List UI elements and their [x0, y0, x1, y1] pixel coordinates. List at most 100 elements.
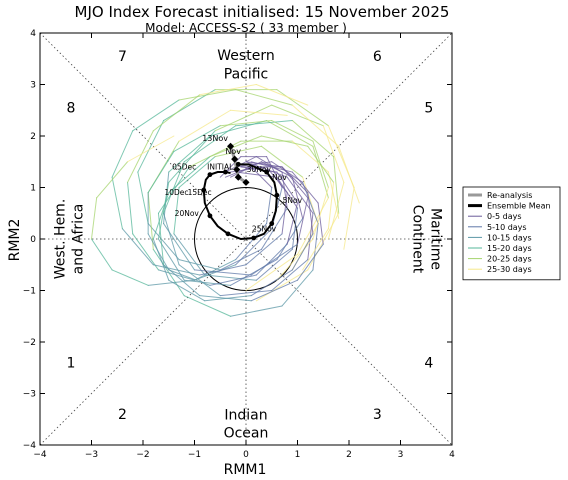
member-track-segment [343, 187, 355, 250]
member-track-segment [271, 104, 324, 127]
member-track-segment [250, 279, 298, 302]
member-track-segment [312, 187, 329, 240]
member-track-segment [91, 197, 98, 240]
x-tick-label: 1 [295, 450, 301, 460]
member-track-segment [291, 176, 304, 219]
member-track-segment [137, 171, 149, 225]
member-track-segment [178, 109, 232, 142]
x-tick-label: 0 [243, 450, 249, 460]
member-track-segment [281, 166, 309, 194]
member-track-segment [291, 207, 298, 250]
region-label-right: Maritime [427, 208, 443, 270]
member-track-segment [194, 259, 237, 281]
member-track-segment [147, 150, 175, 194]
region-label-bottom: Indian [224, 407, 267, 423]
member-track-segment [183, 279, 232, 286]
member-track-segment [291, 104, 340, 147]
member-track-segment [173, 187, 180, 235]
member-track-segment [157, 238, 185, 281]
member-track-segment [338, 145, 360, 204]
member-track-segment [209, 135, 262, 158]
member-track-segment [111, 269, 149, 286]
legend-entry-label: 20-25 days [487, 255, 532, 264]
member-track-segment [312, 145, 329, 199]
x-tick-label: −3 [85, 450, 98, 460]
ensemble-mean-marker [264, 169, 269, 175]
member-track-segment [260, 145, 304, 178]
member-track-segment [333, 156, 340, 214]
legend-box [462, 186, 561, 281]
ensemble-mean-marker [201, 187, 207, 193]
member-track-segment [255, 269, 309, 302]
member-track-segment [230, 109, 288, 116]
member-track-segment [132, 233, 159, 271]
ensemble-mean-date-label: 5Nov [283, 196, 303, 205]
member-track-segment [276, 238, 314, 281]
ensemble-mean-date-label: 20Nov [175, 209, 200, 218]
member-track-segment [297, 197, 309, 245]
ensemble-mean-date-label: 05Dec [172, 162, 196, 171]
member-track-segment [286, 202, 298, 245]
member-track-segment [266, 120, 314, 147]
y-tick-label: 0 [30, 235, 36, 245]
member-track-segment [302, 228, 329, 271]
member-track-segment [245, 233, 283, 266]
member-track-segment [286, 176, 314, 214]
x-tick-label: 4 [449, 450, 455, 460]
x-axis-label: RMM1 [224, 462, 267, 478]
phase-label: 5 [424, 101, 433, 117]
region-label-top: Western [217, 48, 274, 64]
member-track-segment [178, 264, 221, 297]
member-track-segment [137, 120, 165, 173]
member-track-segment [121, 228, 154, 266]
member-track-segment [276, 89, 329, 127]
member-track-segment [204, 295, 252, 302]
ensemble-mean-marker [225, 231, 231, 237]
member-track-segment [245, 161, 283, 168]
member-track-segment [245, 253, 298, 291]
member-track-segment [271, 259, 309, 291]
member-track-segment [255, 243, 288, 276]
region-label-top: Pacific [224, 66, 269, 82]
member-track-segment [266, 187, 273, 225]
y-axis-label: RMM2 [7, 219, 23, 262]
reanalysis-marker [231, 155, 239, 163]
phase-label: 8 [66, 101, 75, 117]
member-track-segment [260, 135, 309, 147]
member-track-segment [209, 274, 257, 286]
member-track-segment [327, 181, 345, 240]
member-track-segment [250, 166, 273, 188]
reanalysis-date-label: Nov [225, 147, 241, 156]
legend-entry-label: 0-5 days [487, 212, 522, 221]
legend-entry-label: Re-analysis [487, 191, 532, 200]
member-track-segment [183, 125, 237, 163]
member-track-segment [235, 223, 268, 261]
member-track-segment [276, 217, 304, 261]
ensemble-mean-date-label: INITIAL [207, 162, 234, 171]
member-track-segment [327, 181, 335, 230]
x-tick-label: 2 [346, 450, 352, 460]
legend-entry-label: 15-20 days [487, 244, 532, 253]
member-track-segment [168, 279, 206, 302]
member-track-segment [291, 233, 314, 271]
phase-label: 4 [424, 356, 433, 372]
member-track-segment [297, 197, 329, 255]
region-label-left: and Africa [71, 204, 87, 275]
member-track-segment [178, 156, 216, 188]
member-track-segment [307, 212, 314, 261]
member-track-segment [178, 259, 221, 271]
x-tick-label: −4 [33, 450, 47, 460]
member-track-segment [132, 99, 180, 132]
member-track-segment [235, 161, 273, 168]
member-track-segment [235, 228, 273, 266]
reanalysis-marker [242, 178, 250, 186]
reanalysis-marker [234, 173, 242, 181]
phase-label: 1 [66, 356, 75, 372]
member-track-segment [127, 130, 154, 183]
member-track-segment [194, 269, 252, 276]
legend-entry-label: 25-30 days [487, 265, 532, 274]
diagonal-line [39, 32, 453, 446]
ensemble-mean-date-label: 30Nov [247, 165, 272, 174]
member-track-segment [235, 89, 293, 106]
